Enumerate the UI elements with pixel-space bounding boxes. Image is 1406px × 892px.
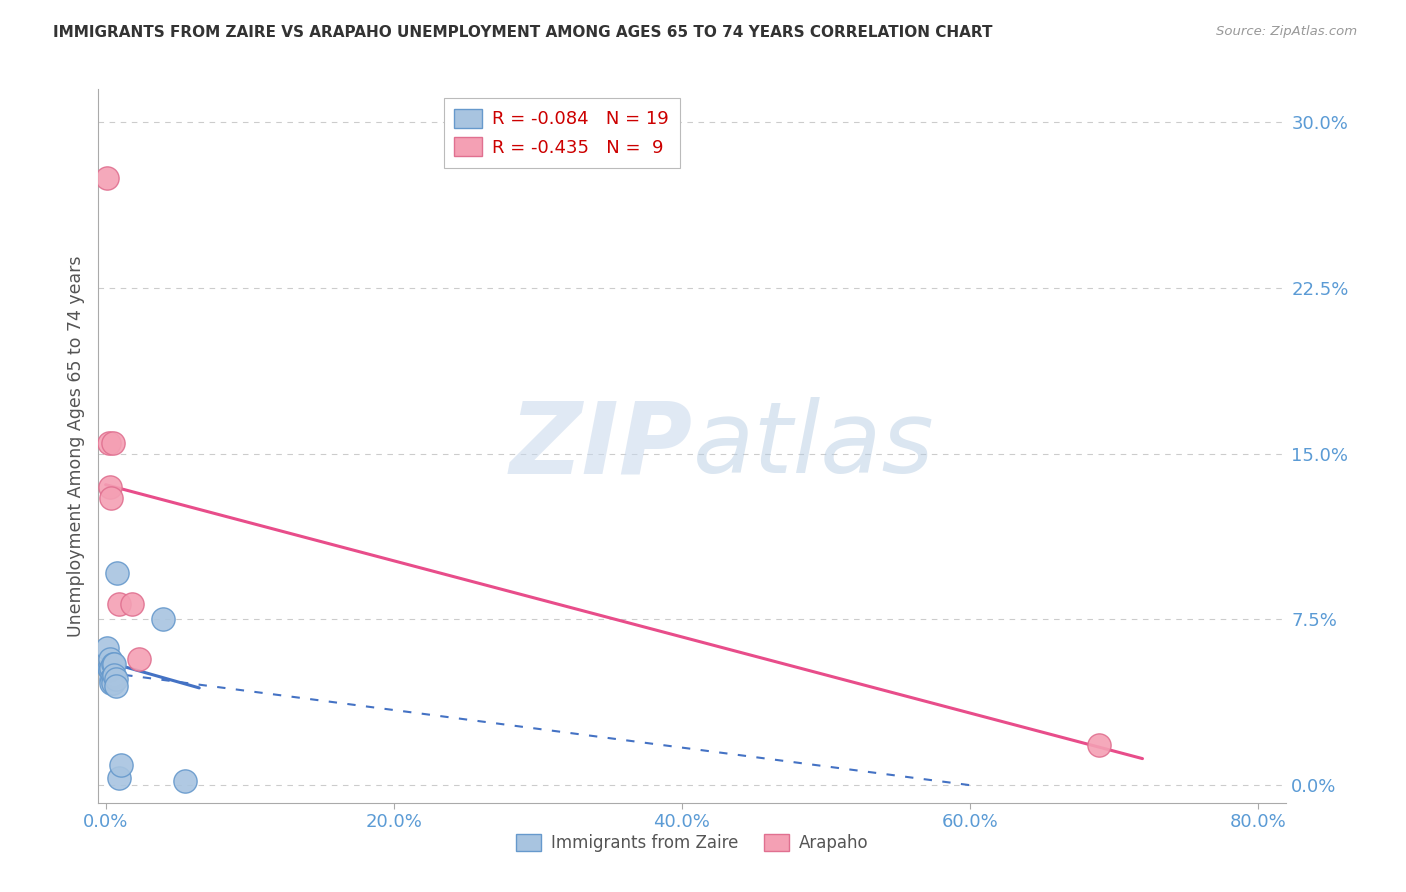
Point <box>104 679 127 693</box>
Point <box>98 480 121 494</box>
Point <box>101 657 124 671</box>
Text: Source: ZipAtlas.com: Source: ZipAtlas.com <box>1216 25 1357 38</box>
Y-axis label: Unemployment Among Ages 65 to 74 years: Unemployment Among Ages 65 to 74 years <box>66 255 84 637</box>
Point <box>110 758 132 772</box>
Text: ZIP: ZIP <box>509 398 692 494</box>
Point <box>100 676 122 690</box>
Point <box>100 672 122 686</box>
Point <box>98 652 121 666</box>
Point <box>103 657 125 671</box>
Point <box>97 435 120 450</box>
Point <box>104 672 127 686</box>
Point <box>101 670 124 684</box>
Point <box>105 566 128 580</box>
Point <box>128 652 150 666</box>
Text: atlas: atlas <box>692 398 934 494</box>
Point <box>173 773 195 788</box>
Point <box>98 663 121 677</box>
Point <box>101 435 124 450</box>
Text: IMMIGRANTS FROM ZAIRE VS ARAPAHO UNEMPLOYMENT AMONG AGES 65 TO 74 YEARS CORRELAT: IMMIGRANTS FROM ZAIRE VS ARAPAHO UNEMPLO… <box>53 25 993 40</box>
Point <box>103 667 125 681</box>
Point <box>107 772 129 786</box>
Legend: Immigrants from Zaire, Arapaho: Immigrants from Zaire, Arapaho <box>510 827 875 859</box>
Point <box>100 491 122 505</box>
Point <box>96 170 118 185</box>
Point <box>152 612 174 626</box>
Point <box>1088 739 1111 753</box>
Point <box>107 597 129 611</box>
Point <box>101 676 124 690</box>
Point <box>97 661 120 675</box>
Point <box>100 661 122 675</box>
Point <box>96 641 118 656</box>
Point <box>121 597 143 611</box>
